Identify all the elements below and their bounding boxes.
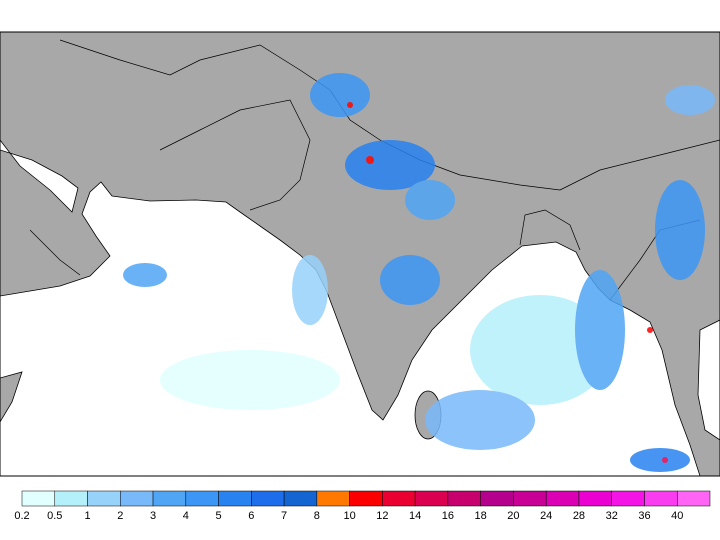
- colorbar-label: 5: [216, 510, 222, 522]
- land: [0, 31, 720, 477]
- colorbar-label: 7: [281, 510, 287, 522]
- colorbar-swatch: [545, 490, 580, 507]
- borders: [29, 39, 720, 301]
- rain-area: [345, 140, 435, 190]
- colorbar: 0.2 0.5 1 2 3 4 5 6 7 8 10 12 14 16 18 20 24 28 32 36 40: [14, 490, 711, 522]
- colorbar-label: 16: [442, 510, 454, 522]
- rain-area: [630, 448, 690, 472]
- colorbar-label: 10: [343, 510, 355, 522]
- colorbar-label: 20: [507, 510, 519, 522]
- gulf: [0, 139, 79, 213]
- colorbar-swatch: [611, 490, 645, 507]
- colorbar-swatch: [251, 490, 285, 507]
- rain-area: [425, 390, 535, 450]
- rain-area: [655, 180, 705, 280]
- rain-area: [292, 255, 328, 325]
- colorbar-swatch: [513, 490, 547, 507]
- colorbar-label: 32: [606, 510, 618, 522]
- colorbar-label: 28: [573, 510, 585, 522]
- rain-core: [662, 457, 668, 463]
- colorbar-label: 24: [540, 510, 552, 522]
- rain-area: [575, 270, 625, 390]
- rain-area: [123, 263, 167, 287]
- colorbar-swatch: [87, 490, 121, 507]
- rain-area: [160, 350, 340, 410]
- colorbar-swatch: [676, 490, 711, 507]
- colorbar-label: 18: [475, 510, 487, 522]
- colorbar-swatch: [447, 490, 481, 507]
- colorbar-swatch: [152, 490, 187, 507]
- colorbar-label: 0.5: [47, 510, 62, 522]
- colorbar-swatch: [185, 490, 219, 507]
- colorbar-label: 1: [84, 510, 90, 522]
- colorbar-label: 8: [314, 510, 320, 522]
- colorbar-swatch: [283, 490, 318, 507]
- rain-area: [380, 255, 440, 305]
- colorbar-swatch: [578, 490, 612, 507]
- colorbar-swatch: [349, 490, 383, 507]
- colorbar-label: 2: [117, 510, 123, 522]
- colorbar-swatch: [644, 490, 678, 507]
- colorbar-swatch: [21, 490, 56, 507]
- rain-area: [470, 295, 610, 405]
- colorbar-label: 40: [671, 510, 683, 522]
- colorbar-swatch: [414, 490, 449, 507]
- horn-of-africa: [0, 371, 23, 423]
- colorbar-label: 36: [638, 510, 650, 522]
- colorbar-swatch: [218, 490, 252, 507]
- colorbar-swatch: [120, 490, 154, 507]
- colorbar-swatch: [54, 490, 88, 507]
- map: [0, 31, 720, 477]
- rain-core: [366, 156, 374, 164]
- rain-core: [647, 327, 653, 333]
- colorbar-label: 6: [248, 510, 254, 522]
- colorbar-label: 0.2: [14, 510, 29, 522]
- colorbar-swatch: [480, 490, 514, 507]
- rain-area: [665, 85, 715, 115]
- southeast-sea: [697, 319, 720, 441]
- rain-areas: [123, 73, 715, 472]
- colorbar-swatch: [316, 490, 350, 507]
- colorbar-label: 3: [150, 510, 156, 522]
- rain-core: [347, 102, 353, 108]
- colorbar-swatch: [382, 490, 416, 507]
- map-frame: [0, 31, 720, 477]
- colorbar-label: 4: [183, 510, 189, 522]
- rain-area: [405, 180, 455, 220]
- colorbar-label: 14: [409, 510, 421, 522]
- colorbar-label: 12: [376, 510, 388, 522]
- rain-area: [310, 73, 370, 117]
